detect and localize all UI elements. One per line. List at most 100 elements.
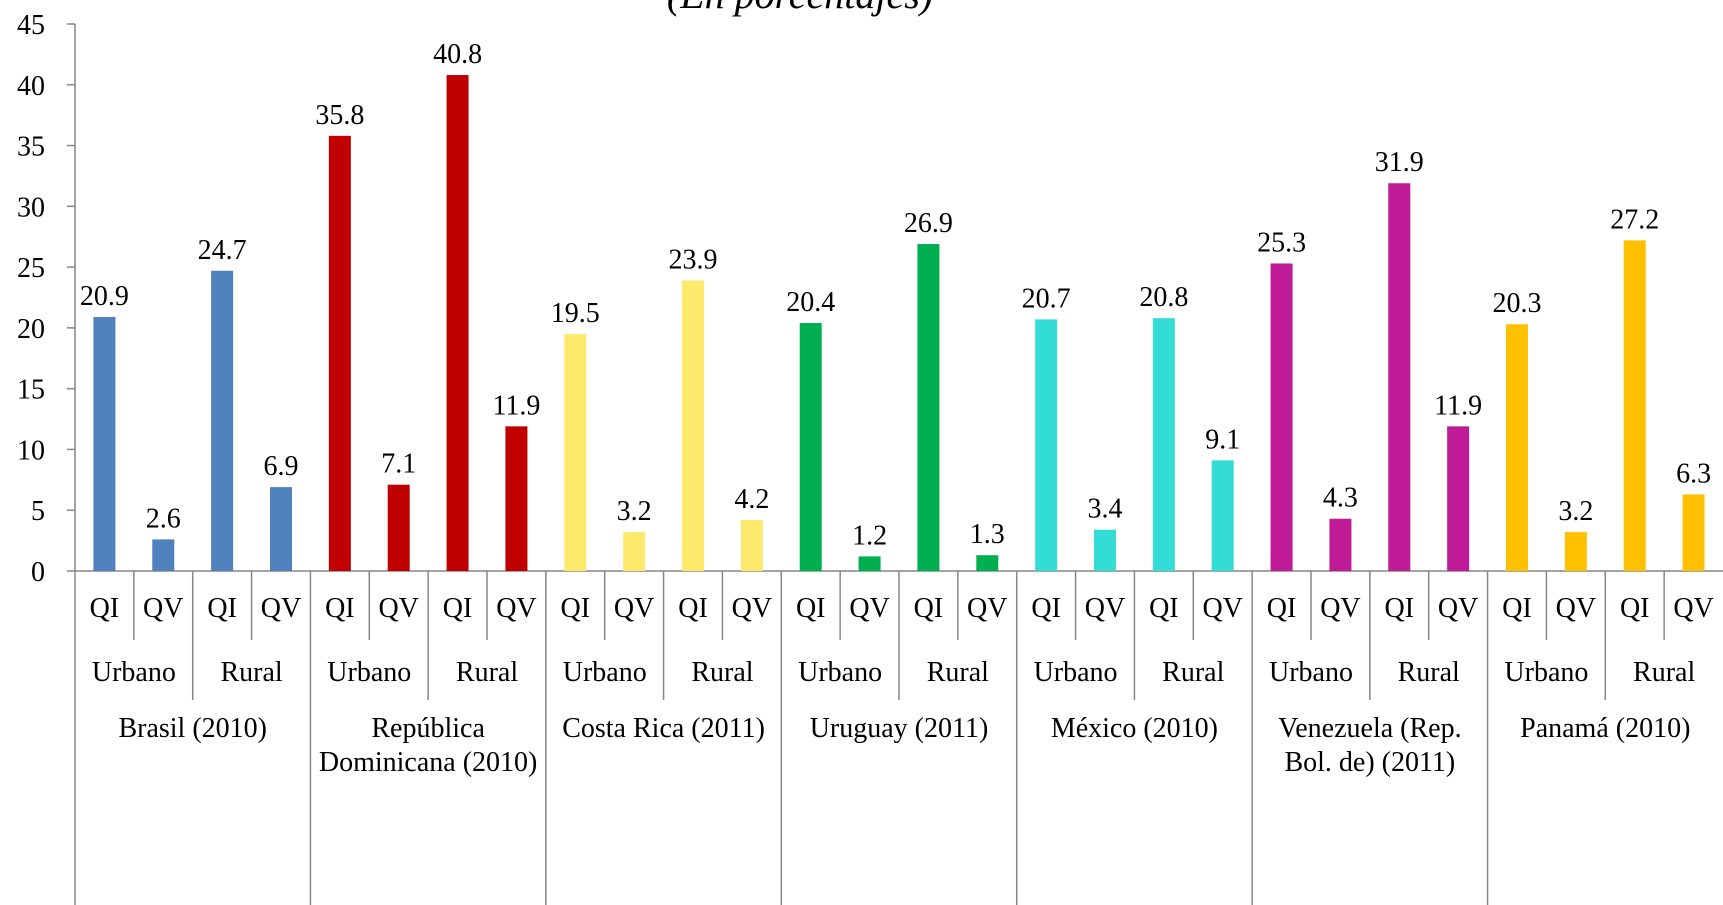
x-tick-label: QV xyxy=(1673,593,1713,624)
x-tick-label: QI xyxy=(90,593,120,624)
data-label: 9.1 xyxy=(1205,424,1240,455)
bar xyxy=(152,539,175,571)
x-tick-label: QI xyxy=(914,593,944,624)
y-tick-label: 25 xyxy=(17,253,45,284)
data-label: 7.1 xyxy=(381,449,416,480)
data-label: 11.9 xyxy=(492,390,540,421)
data-label: 23.9 xyxy=(669,244,718,275)
y-tick-label: 10 xyxy=(17,435,45,466)
subgroup-label: Rural xyxy=(220,657,282,688)
bar xyxy=(976,555,999,571)
x-tick-label: QI xyxy=(1267,593,1297,624)
group-label: República Dominicana (2010) xyxy=(318,713,538,778)
x-tick-label: QV xyxy=(849,593,889,624)
chart-subtitle: (En porcentajes) xyxy=(667,0,933,17)
group-label: Costa Rica (2011) xyxy=(562,713,765,744)
y-tick-label: 20 xyxy=(17,314,45,345)
group-label: Brasil (2010) xyxy=(118,713,267,744)
data-label: 24.7 xyxy=(198,235,247,266)
data-label: 6.9 xyxy=(264,451,299,482)
bar xyxy=(1682,494,1705,571)
subgroup-label: Urbano xyxy=(327,657,411,688)
y-tick-label: 30 xyxy=(17,192,45,223)
group-label: Panamá (2010) xyxy=(1520,713,1691,744)
bar xyxy=(623,532,646,571)
bar xyxy=(505,426,528,571)
data-label: 20.7 xyxy=(1022,283,1071,314)
data-label: 3.2 xyxy=(1558,496,1593,527)
x-tick-label: QI xyxy=(1620,593,1650,624)
data-label: 35.8 xyxy=(315,100,364,131)
data-label: 31.9 xyxy=(1375,147,1424,178)
bar xyxy=(740,519,763,571)
x-tick-label: QV xyxy=(261,593,301,624)
x-tick-label: QI xyxy=(325,593,355,624)
bar xyxy=(1388,183,1411,571)
subgroup-label: Rural xyxy=(1633,657,1695,688)
y-tick-label: 40 xyxy=(17,71,45,102)
data-label: 6.3 xyxy=(1676,458,1711,489)
data-label: 26.9 xyxy=(904,208,953,239)
bar xyxy=(917,244,940,571)
data-label: 20.8 xyxy=(1139,282,1188,313)
x-tick-label: QI xyxy=(1502,593,1532,624)
x-tick-label: QV xyxy=(496,593,536,624)
data-label: 2.6 xyxy=(146,503,181,534)
bar xyxy=(387,484,410,571)
x-tick-label: QV xyxy=(378,593,418,624)
bar xyxy=(328,135,351,571)
bar xyxy=(1035,319,1058,571)
y-tick-label: 45 xyxy=(17,10,45,41)
subgroup-label: Urbano xyxy=(1034,657,1118,688)
x-tick-label: QI xyxy=(1149,593,1179,624)
data-label: 27.2 xyxy=(1610,204,1659,235)
y-tick-label: 5 xyxy=(31,496,45,527)
bar xyxy=(211,270,234,571)
x-tick-label: QV xyxy=(614,593,654,624)
x-tick-label: QI xyxy=(1385,593,1415,624)
x-tick-label: QV xyxy=(1438,593,1478,624)
data-label: 40.8 xyxy=(433,39,482,70)
subgroup-label: Urbano xyxy=(563,657,647,688)
subgroup-label: Urbano xyxy=(798,657,882,688)
bar xyxy=(1506,324,1528,571)
x-tick-label: QI xyxy=(796,593,826,624)
data-label: 20.9 xyxy=(80,281,129,312)
bar xyxy=(1270,263,1293,571)
x-tick-label: QV xyxy=(967,593,1007,624)
x-tick-label: QI xyxy=(207,593,237,624)
data-label: 19.5 xyxy=(551,298,600,329)
x-tick-label: QV xyxy=(1320,593,1360,624)
bar xyxy=(446,75,469,571)
subgroup-label: Urbano xyxy=(1269,657,1353,688)
subgroup-label: Rural xyxy=(691,657,753,688)
data-label: 3.2 xyxy=(617,496,652,527)
subgroup-label: Rural xyxy=(1398,657,1460,688)
data-label: 1.2 xyxy=(852,520,887,551)
data-label: 4.2 xyxy=(734,484,769,515)
bar xyxy=(93,316,116,571)
bar xyxy=(682,280,704,571)
bar xyxy=(270,487,292,571)
data-label: 1.3 xyxy=(970,519,1005,550)
data-label: 4.3 xyxy=(1323,483,1358,514)
y-tick-label: 15 xyxy=(17,375,45,406)
x-tick-label: QV xyxy=(732,593,772,624)
group-label: Uruguay (2011) xyxy=(809,713,989,744)
x-tick-label: QI xyxy=(678,593,708,624)
x-tick-label: QV xyxy=(1556,593,1596,624)
y-tick-label: 0 xyxy=(31,557,45,588)
x-tick-label: QV xyxy=(1202,593,1242,624)
subgroup-label: Urbano xyxy=(92,657,176,688)
group-label: México (2010) xyxy=(1050,713,1218,744)
data-label: 20.3 xyxy=(1493,288,1542,319)
bar xyxy=(858,556,881,571)
bar xyxy=(799,323,822,571)
y-tick-label: 35 xyxy=(17,132,45,163)
x-tick-label: QV xyxy=(1085,593,1125,624)
data-label: 25.3 xyxy=(1257,227,1306,258)
subgroup-label: Rural xyxy=(1162,657,1224,688)
bar xyxy=(1623,240,1646,571)
data-label: 20.4 xyxy=(786,287,835,318)
